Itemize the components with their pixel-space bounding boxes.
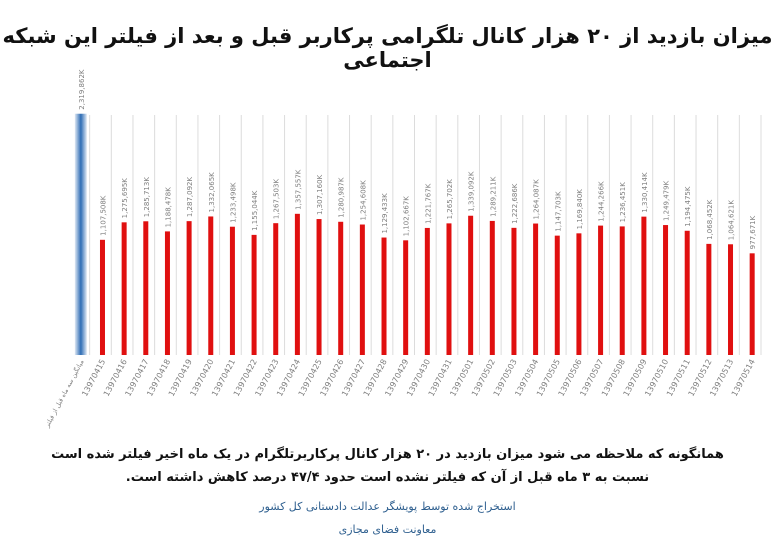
data-label: 1,307,160K (316, 174, 324, 215)
data-label: 1,236,451K (619, 182, 627, 223)
bar (99, 239, 105, 355)
data-label: 977,671K (749, 215, 757, 249)
bar (728, 244, 734, 355)
data-label: 1,330,414K (641, 172, 649, 213)
bar (619, 226, 625, 355)
data-label: 1,280,987K (338, 177, 346, 218)
data-label: 1,169,840K (576, 189, 584, 230)
data-label: 1,287,092K (186, 177, 194, 218)
bar (338, 221, 344, 355)
data-label: 1,275,695K (121, 178, 129, 219)
note-line-1: همانگونه که ملاحظه می شود میزان بازدید د… (51, 447, 724, 462)
credit-line-1: استخراج شده توسط پویشگر عدالت دادستانی ک… (259, 500, 516, 513)
bar (598, 225, 604, 355)
data-label: 1,264,087K (533, 179, 541, 220)
data-label: 1,289,211K (489, 176, 497, 217)
bar (316, 219, 322, 355)
bar (229, 226, 235, 355)
bar (684, 230, 690, 355)
data-label: 1,194,475K (684, 186, 692, 227)
data-label: 1,064,621K (728, 200, 736, 241)
chart-title: میزان بازدید از ۲۰ هزار کانال تلگرامی پر… (2, 24, 773, 72)
bar (251, 234, 257, 355)
data-label: 1,221,767K (424, 183, 432, 224)
bar (208, 216, 214, 355)
gridlines (89, 115, 762, 355)
note-line-2: نسبت به ۳ ماه قبل از آن که فیلتر نشده اس… (125, 470, 650, 485)
data-label: 2,319,862K (78, 69, 86, 110)
data-label: 1,265,702K (446, 179, 454, 220)
x-tick-labels: میانگین سه ماه قبل از فیلتر1397041513970… (43, 358, 757, 430)
bar (403, 240, 409, 355)
data-label: 1,339,092K (468, 171, 476, 212)
bar (554, 235, 560, 355)
data-label: 1,244,266K (598, 181, 606, 222)
data-label: 1,357,557K (294, 169, 302, 210)
data-labels: 2,319,862K 1,107,508K 1,275,695K 1,285,713K… (78, 69, 757, 249)
data-label: 1,285,713K (143, 177, 151, 218)
bar (359, 224, 365, 355)
bar-average (74, 113, 87, 356)
data-label: 1,249,479K (663, 180, 671, 221)
data-label: 1,147,703K (554, 191, 562, 232)
bar (164, 231, 170, 355)
bars (74, 113, 755, 356)
bar (533, 223, 539, 355)
bar (706, 243, 712, 355)
bar (446, 223, 452, 355)
bar (186, 221, 192, 355)
data-label: 1,233,498K (229, 182, 237, 223)
bar (468, 215, 474, 355)
data-label: 1,107,508K (99, 195, 107, 236)
bar (143, 221, 149, 355)
data-label: 1,222,686K (511, 183, 519, 224)
bar (663, 225, 669, 355)
bar (273, 223, 279, 355)
bar (424, 227, 430, 355)
data-label: 1,102,667K (403, 196, 411, 237)
credit-line-2: معاونت فضای مجازی (338, 523, 437, 536)
bar (749, 253, 755, 355)
data-label: 1,068,452K (706, 199, 714, 240)
bar (511, 227, 517, 355)
bar (489, 220, 495, 355)
data-label: 1,267,503K (273, 179, 281, 220)
data-label: 1,332,065K (208, 172, 216, 213)
bar (121, 222, 127, 355)
bar (641, 216, 647, 355)
bar (381, 237, 387, 355)
data-label: 1,188,478K (164, 187, 172, 228)
bar (294, 213, 300, 355)
bar (576, 233, 582, 355)
data-label: 1,155,044K (251, 190, 259, 231)
data-label: 1,129,433K (381, 193, 389, 234)
data-label: 1,254,608K (359, 180, 367, 221)
